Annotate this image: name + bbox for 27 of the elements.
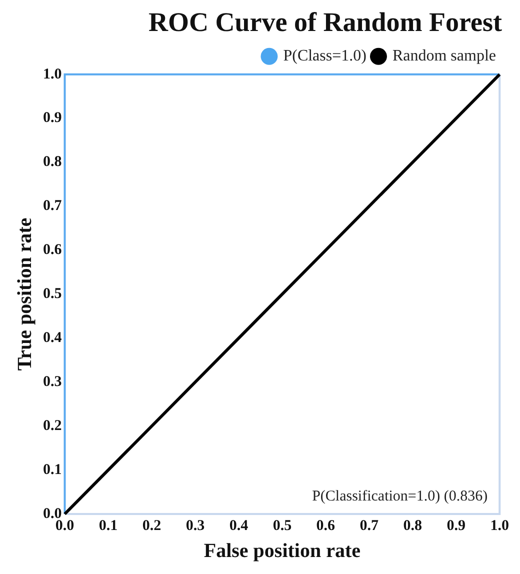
x-tick-label: 0.2: [142, 518, 162, 534]
y-tick-label: 0.9: [43, 110, 62, 126]
chart-title: ROC Curve of Random Forest: [148, 7, 502, 38]
y-tick-label: 0.3: [43, 374, 62, 390]
annotation: P(Classification=1.0) (0.836): [312, 488, 488, 504]
x-tick-label: 1.0: [490, 518, 509, 534]
y-tick-label: 0.8: [43, 154, 62, 170]
legend-label: P(Class=1.0): [283, 48, 366, 65]
x-tick-label: 0.1: [98, 518, 118, 534]
y-tick-label: 0.4: [43, 330, 62, 346]
x-tick-label: 0.0: [55, 518, 74, 534]
y-axis-title: True position rate: [14, 218, 36, 371]
y-tick-label: 0.5: [43, 286, 62, 302]
y-tick-label: 0.2: [43, 418, 62, 434]
x-tick-label: 0.5: [272, 518, 292, 534]
x-tick-label: 0.9: [446, 518, 466, 534]
x-axis-title: False position rate: [204, 540, 361, 562]
x-tick-label: 0.4: [229, 518, 249, 534]
y-tick-label: 0.7: [43, 198, 62, 214]
x-tick-label: 0.7: [360, 518, 380, 534]
y-tick-label: 0.6: [43, 242, 62, 258]
x-tick-label: 0.6: [316, 518, 336, 534]
legend-label: Random sample: [392, 48, 496, 65]
x-tick-label: 0.8: [403, 518, 422, 534]
y-tick-label: 1.0: [43, 66, 62, 82]
x-tick-label: 0.3: [186, 518, 205, 534]
y-tick-label: 0.1: [43, 462, 62, 478]
